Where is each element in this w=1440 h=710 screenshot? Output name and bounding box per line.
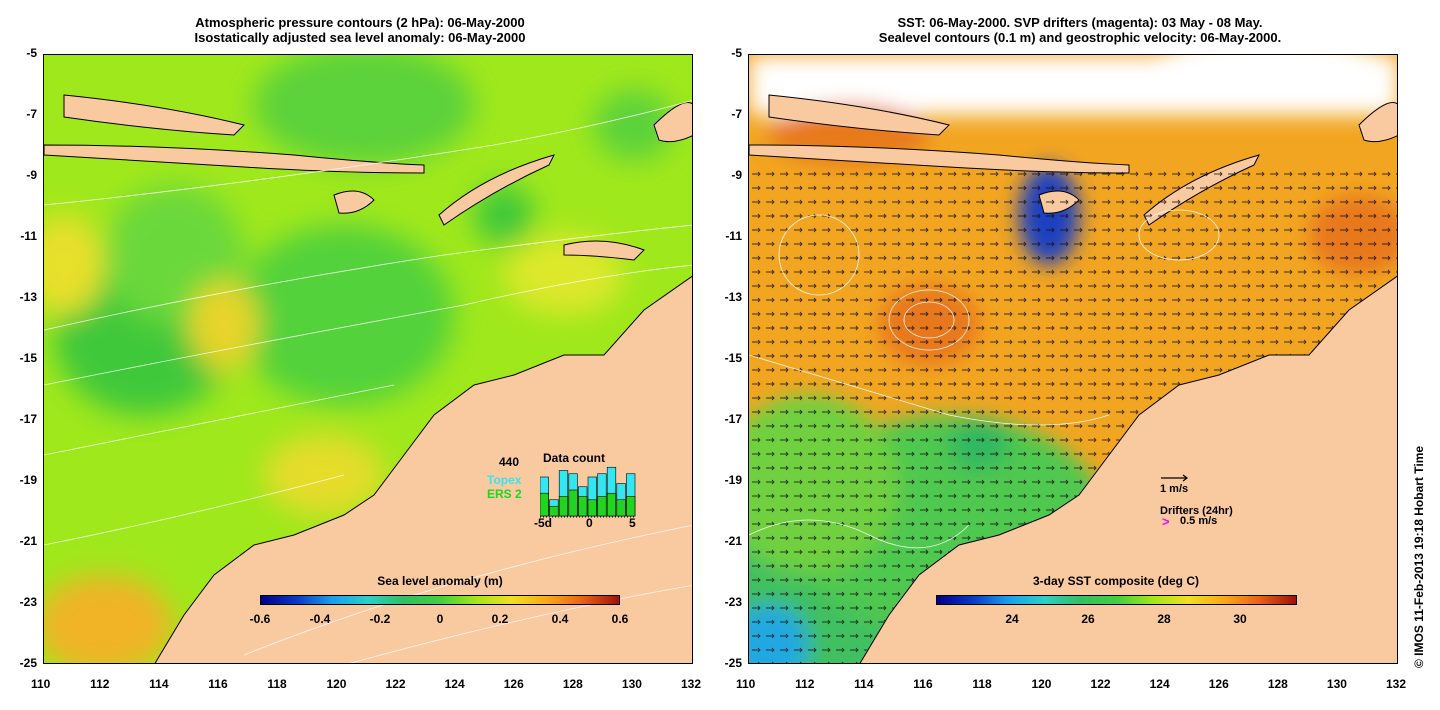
right-title-line1: SST: 06-May-2000. SVP drifters (magenta)… <box>897 15 1263 30</box>
right-y-tick: -7 <box>731 107 742 121</box>
right-x-tick: 120 <box>1031 677 1052 691</box>
left-y-tick: -5 <box>26 46 37 60</box>
left-y-tick: -23 <box>19 595 37 609</box>
ers-count-bar <box>587 499 597 517</box>
left-x-tick: 116 <box>208 677 228 691</box>
left-x-tick: 114 <box>149 677 169 691</box>
left-y-tick: -17 <box>19 412 37 426</box>
left-x-tick: 118 <box>267 677 287 691</box>
right-y-tick: -9 <box>731 168 742 182</box>
right-title-line2: Sealevel contours (0.1 m) and geostrophi… <box>878 30 1282 45</box>
right-x-tick: 114 <box>854 677 874 691</box>
data-count-tick-start: -5d <box>534 516 552 530</box>
ers-count-bar <box>616 499 626 517</box>
sla-colorbar-tick: -0.2 <box>369 612 391 626</box>
velocity-scale-arrow <box>1160 472 1190 486</box>
left-x-tick: 120 <box>326 677 347 691</box>
right-y-tick: -21 <box>724 534 742 548</box>
left-x-tick: 130 <box>621 677 642 691</box>
sst-map <box>748 54 1398 664</box>
right-y-tick: -13 <box>724 290 742 304</box>
left-title-line2: Isostatically adjusted sea level anomaly… <box>194 30 526 45</box>
sst-colorbar-tick: 28 <box>1157 612 1171 626</box>
sst-colorbar-label: 3-day SST composite (deg C) <box>1032 574 1200 588</box>
sla-colorbar <box>260 595 620 605</box>
credit-text: © IMOS 11-Feb-2013 19:18 Hobart Time <box>1412 445 1426 668</box>
left-y-tick: -11 <box>20 229 37 243</box>
left-x-tick: 132 <box>681 677 702 691</box>
right-y-tick: -25 <box>724 656 742 670</box>
data-count-histogram <box>540 466 636 518</box>
left-y-tick: -19 <box>19 473 37 487</box>
ers-count-bar <box>549 505 559 517</box>
left-y-tick: -25 <box>19 656 37 670</box>
drifters-speed-label: 0.5 m/s <box>1180 515 1218 527</box>
sst-colorbar-tick: 24 <box>1005 612 1019 626</box>
right-x-tick: 130 <box>1326 677 1347 691</box>
right-y-tick: -11 <box>725 229 742 243</box>
ers-count-bar <box>568 489 578 517</box>
right-y-tick: -19 <box>724 473 742 487</box>
right-y-tick: -5 <box>731 46 742 60</box>
ers-count-bar <box>558 496 569 517</box>
right-title: SST: 06-May-2000. SVP drifters (magenta)… <box>740 15 1420 45</box>
ers-count-bar <box>578 496 588 517</box>
data-count-total: 440 <box>499 455 520 469</box>
right-y-tick: -15 <box>724 351 742 365</box>
sst-colorbar-tick: 30 <box>1233 612 1247 626</box>
left-y-tick: -9 <box>26 168 37 182</box>
left-x-tick: 112 <box>90 677 110 691</box>
drifters-label: Drifters (24hr) <box>1160 505 1233 517</box>
left-x-tick: 128 <box>562 677 583 691</box>
right-x-tick: 118 <box>972 677 992 691</box>
left-y-tick: -13 <box>19 290 37 304</box>
legend-ers: ERS 2 <box>487 487 522 501</box>
sla-map-graphic <box>44 55 692 663</box>
sst-colorbar-tick: 26 <box>1081 612 1095 626</box>
right-x-tick: 126 <box>1208 677 1229 691</box>
ers-count-bar <box>540 492 549 517</box>
right-x-tick: 122 <box>1090 677 1111 691</box>
ers-count-bar <box>626 496 636 517</box>
drifter-arrow-icon: > <box>1162 514 1170 529</box>
left-x-tick: 122 <box>385 677 406 691</box>
sst-map-graphic <box>749 55 1397 663</box>
left-y-tick: -7 <box>26 107 37 121</box>
right-y-tick: -17 <box>724 412 742 426</box>
sla-colorbar-tick: 0.6 <box>611 612 629 626</box>
sla-colorbar-label: Sea level anomaly (m) <box>377 574 503 588</box>
legend-topex: Topex <box>487 473 522 487</box>
sla-colorbar-tick: 0 <box>436 612 444 626</box>
sla-colorbar-tick: -0.4 <box>309 612 331 626</box>
data-count-tick-zero: 0 <box>586 516 593 530</box>
right-x-tick: 132 <box>1386 677 1407 691</box>
ers-count-bar <box>597 496 607 517</box>
left-y-tick: -21 <box>19 534 37 548</box>
sla-colorbar-tick: 0.4 <box>551 612 569 626</box>
left-title: Atmospheric pressure contours (2 hPa): 0… <box>60 15 660 45</box>
right-x-tick: 112 <box>795 677 815 691</box>
right-x-tick: 110 <box>736 677 756 691</box>
right-x-tick: 116 <box>913 677 933 691</box>
sla-colorbar-tick: -0.6 <box>249 612 271 626</box>
data-count-tick-end: 5 <box>629 516 636 530</box>
ers-count-bar <box>606 492 617 517</box>
left-x-tick: 110 <box>31 677 51 691</box>
left-x-tick: 124 <box>444 677 465 691</box>
sst-colorbar <box>936 595 1297 605</box>
right-y-tick: -23 <box>724 595 742 609</box>
sla-colorbar-tick: 0.2 <box>491 612 509 626</box>
sea-level-anomaly-map <box>43 54 693 664</box>
left-x-tick: 126 <box>503 677 524 691</box>
right-x-tick: 124 <box>1149 677 1170 691</box>
left-y-tick: -15 <box>19 351 37 365</box>
left-title-line1: Atmospheric pressure contours (2 hPa): 0… <box>195 15 525 30</box>
right-x-tick: 128 <box>1267 677 1288 691</box>
velocity-scale-label: 1 m/s <box>1160 483 1189 495</box>
data-count-title: Data count <box>543 451 606 465</box>
